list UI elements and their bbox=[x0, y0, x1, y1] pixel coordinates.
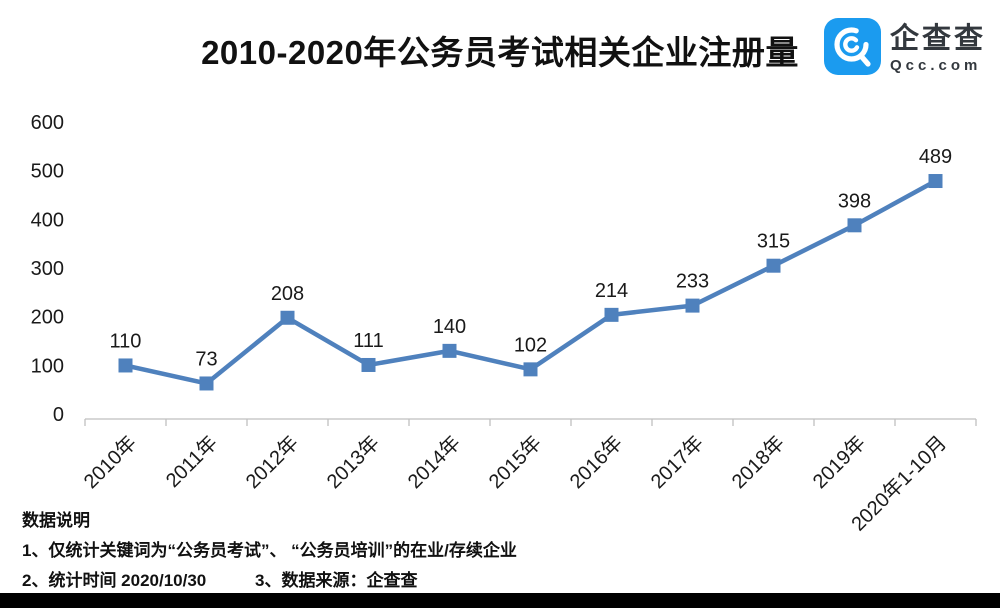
note-line-1: 1、仅统计关键词为“公务员考试”、 “公务员培训”的在业/存续企业 bbox=[22, 541, 517, 560]
x-tick-label: 2018年 bbox=[727, 431, 789, 493]
x-tick-label: 2012年 bbox=[241, 431, 303, 493]
chart-title: 2010-2020年公务员考试相关企业注册量 bbox=[201, 34, 799, 71]
data-point-marker bbox=[199, 376, 214, 391]
qcc-logo-icon bbox=[824, 18, 881, 80]
x-tick-label: 2010年 bbox=[79, 431, 141, 493]
data-point-label: 489 bbox=[919, 146, 952, 168]
data-point-label: 398 bbox=[838, 190, 871, 212]
x-tick-label: 2015年 bbox=[484, 431, 546, 493]
x-tick-label: 2019年 bbox=[808, 431, 870, 493]
data-point-marker bbox=[604, 307, 619, 322]
x-tick-label: 2016年 bbox=[565, 431, 627, 493]
y-tick-label: 600 bbox=[31, 112, 64, 134]
data-point-label: 140 bbox=[433, 316, 466, 338]
data-point-marker bbox=[523, 362, 538, 377]
y-tick-label: 500 bbox=[31, 161, 64, 183]
note-line-2a: 2、统计时间 2020/10/30 bbox=[22, 571, 207, 590]
data-point-marker bbox=[280, 310, 295, 325]
x-tick-label: 2013年 bbox=[322, 431, 384, 493]
x-tick-label: 2017年 bbox=[646, 431, 708, 493]
data-point-marker bbox=[847, 218, 862, 233]
data-point-label: 315 bbox=[757, 231, 790, 253]
y-tick-label: 400 bbox=[31, 209, 64, 231]
data-point-marker bbox=[685, 298, 700, 313]
note-line-2: 2、统计时间 2020/10/30 3、数据来源：企查查 bbox=[22, 566, 517, 596]
data-point-marker bbox=[118, 358, 133, 373]
data-point-label: 208 bbox=[271, 283, 304, 305]
notes-heading: 数据说明 bbox=[22, 511, 90, 530]
qcc-logo: 企查查 Qcc.com bbox=[824, 18, 986, 80]
qcc-logo-text: 企查查 Qcc.com bbox=[890, 22, 987, 75]
line-chart: 0 100 200 300 400 500 600 110 73 208 111 140 102 214 2… bbox=[31, 112, 977, 536]
data-point-marker bbox=[361, 357, 376, 372]
y-tick-label: 300 bbox=[31, 258, 64, 280]
data-point-label: 102 bbox=[514, 334, 547, 356]
notes-block: 数据说明 1、仅统计关键词为“公务员考试”、 “公务员培训”的在业/存续企业 2… bbox=[22, 506, 517, 596]
y-tick-label: 100 bbox=[31, 355, 64, 377]
x-tick-label: 2011年 bbox=[161, 431, 222, 492]
data-point-label: 111 bbox=[353, 330, 383, 352]
data-point-label: 73 bbox=[195, 348, 217, 370]
data-point-marker bbox=[766, 258, 781, 273]
data-point-marker bbox=[442, 343, 457, 358]
data-point-marker bbox=[928, 174, 943, 189]
bottom-black-bar bbox=[0, 593, 1000, 608]
note-line-2b: 3、数据来源：企查查 bbox=[255, 571, 418, 590]
data-point-label: 233 bbox=[676, 271, 709, 293]
y-tick-label: 200 bbox=[31, 307, 64, 329]
qcc-logo-name: 企查查 bbox=[890, 22, 987, 55]
y-tick-label: 0 bbox=[53, 404, 64, 426]
data-point-label: 110 bbox=[110, 330, 142, 352]
qcc-logo-domain: Qcc.com bbox=[890, 57, 982, 75]
x-tick-label: 2014年 bbox=[403, 431, 465, 493]
data-point-label: 214 bbox=[595, 280, 628, 302]
